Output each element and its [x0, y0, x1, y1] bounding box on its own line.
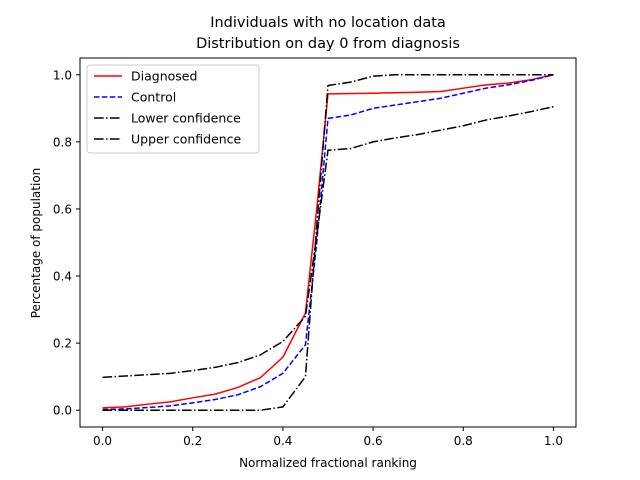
x-tick-label: 0.6: [364, 434, 383, 448]
y-tick-label: 0.4: [53, 270, 72, 284]
x-axis: 0.0 0.2 0.4 0.6 0.8 1.0: [93, 427, 563, 448]
y-tick-label: 0.2: [53, 337, 72, 351]
legend-label-0: Diagnosed: [131, 69, 197, 84]
x-axis-label: Normalized fractional ranking: [239, 456, 417, 470]
series-line-0: [102, 74, 554, 409]
series-line-3: [102, 105, 554, 379]
x-tick-label: 1.0: [544, 434, 563, 448]
series-line-2: [102, 74, 554, 411]
y-axis-label: Percentage of population: [29, 168, 43, 319]
chart-title: Individuals with no location data: [210, 15, 446, 31]
y-tick-label: 0.0: [53, 404, 72, 418]
plot-area-frame: [79, 57, 577, 428]
plot-series-group: [102, 74, 554, 411]
x-tick-label: 0.8: [454, 434, 473, 448]
y-tick-label: 0.6: [53, 202, 72, 216]
chart-subtitle: Distribution on day 0 from diagnosis: [196, 36, 460, 52]
series-line-1: [102, 74, 554, 411]
y-axis: 0.0 0.2 0.4 0.6 0.8 1.0: [53, 68, 80, 418]
x-tick-label: 0.4: [273, 434, 292, 448]
legend-box: [86, 64, 260, 154]
x-tick-label: 0.0: [93, 434, 112, 448]
x-tick-label: 0.2: [183, 434, 202, 448]
legend-label-1: Control: [131, 90, 176, 105]
legend-label-2: Lower confidence: [131, 111, 241, 126]
y-tick-label: 1.0: [53, 68, 72, 82]
legend-label-3: Upper confidence: [131, 132, 242, 147]
legend: Diagnosed Control Lower confidence Upper co…: [86, 64, 260, 154]
y-tick-label: 0.8: [53, 135, 72, 149]
